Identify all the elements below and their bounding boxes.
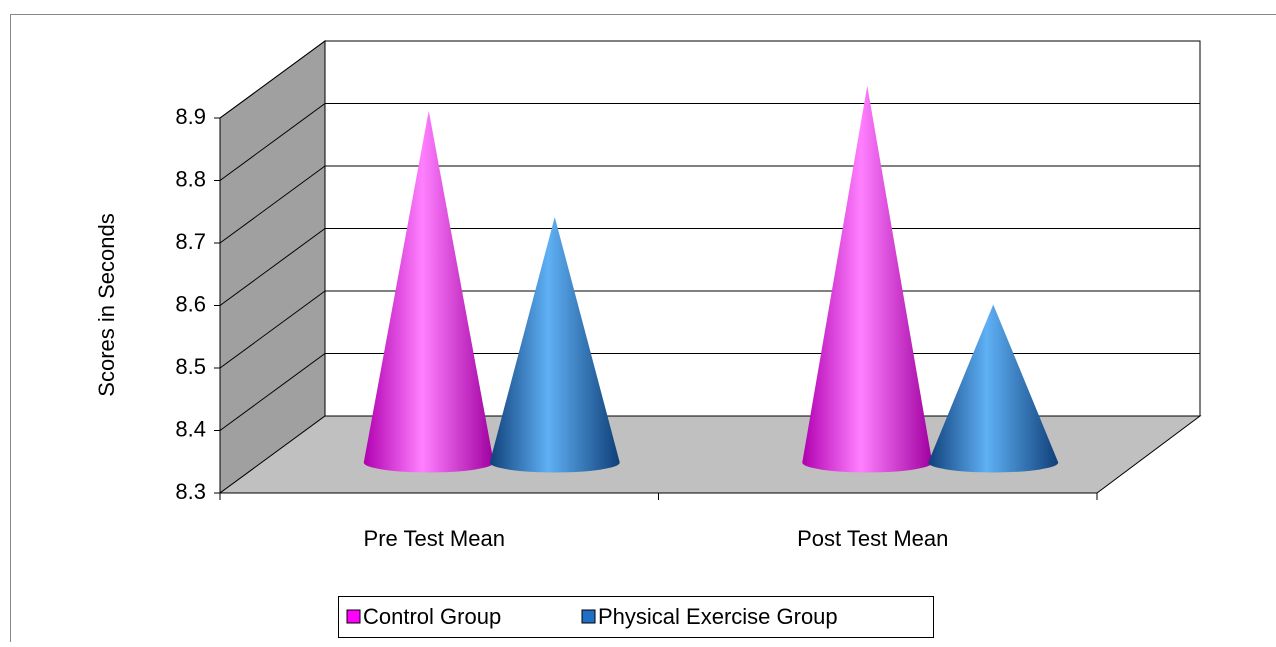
legend-label: Control Group bbox=[363, 604, 501, 629]
legend-swatch bbox=[347, 610, 360, 623]
legend-label: Physical Exercise Group bbox=[598, 604, 838, 629]
y-tick-label: 8.6 bbox=[175, 291, 206, 316]
legend-swatch bbox=[582, 610, 595, 623]
x-tick-label: Pre Test Mean bbox=[364, 526, 505, 551]
y-tick-label: 8.4 bbox=[175, 416, 206, 441]
x-tick-label: Post Test Mean bbox=[797, 526, 948, 551]
y-tick-label: 8.8 bbox=[175, 166, 206, 191]
y-tick-label: 8.7 bbox=[175, 229, 206, 254]
y-tick-label: 8.3 bbox=[175, 479, 206, 504]
y-tick-label: 8.5 bbox=[175, 354, 206, 379]
y-axis-label: Scores in Seconds bbox=[94, 213, 119, 396]
y-tick-label: 8.9 bbox=[175, 104, 206, 129]
